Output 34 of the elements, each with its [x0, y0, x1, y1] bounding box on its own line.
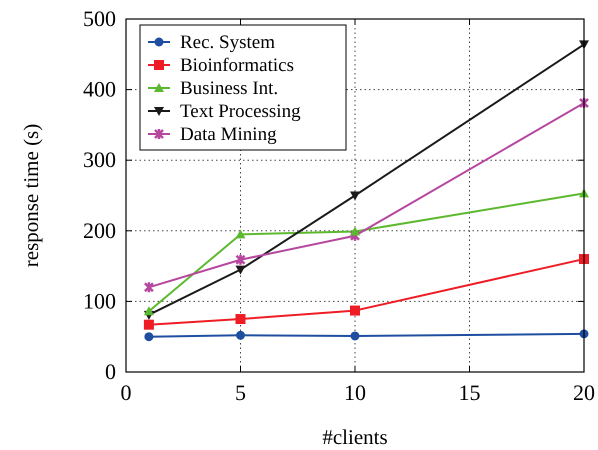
point — [144, 306, 154, 316]
legend-label: Text Processing — [180, 101, 302, 122]
point — [579, 254, 589, 264]
point — [350, 306, 360, 316]
point — [144, 281, 154, 294]
x-axis-title: #clients — [322, 425, 388, 449]
point — [350, 331, 360, 340]
point — [144, 332, 154, 342]
point — [350, 226, 360, 236]
x-tick-label: 20 — [573, 380, 595, 405]
x-tick-label: 15 — [458, 380, 480, 405]
point — [578, 96, 590, 110]
point — [236, 229, 246, 238]
x-tick-label: 0 — [120, 380, 132, 405]
point — [236, 330, 245, 340]
legend-label: Data Mining — [180, 124, 278, 145]
point — [236, 314, 246, 324]
point — [350, 229, 360, 242]
y-tick-label: 200 — [83, 218, 116, 243]
point — [144, 320, 154, 330]
legend-label: Rec. System — [180, 32, 276, 53]
point — [236, 266, 246, 275]
legend-label: Business Int. — [180, 78, 278, 99]
y-tick-label: 0 — [105, 359, 116, 384]
y-tick-label: 100 — [83, 288, 116, 314]
legend-label: Bioinformatics — [180, 55, 294, 76]
y-tick-label: 500 — [83, 6, 116, 31]
y-tick-label: 300 — [83, 147, 116, 172]
y-axis-title: response time (s) — [19, 124, 43, 268]
x-tick-label: 10 — [344, 380, 366, 405]
point — [235, 253, 246, 266]
y-tick-label: 400 — [83, 76, 116, 102]
x-tick-label: 5 — [235, 380, 246, 405]
point — [350, 192, 360, 200]
